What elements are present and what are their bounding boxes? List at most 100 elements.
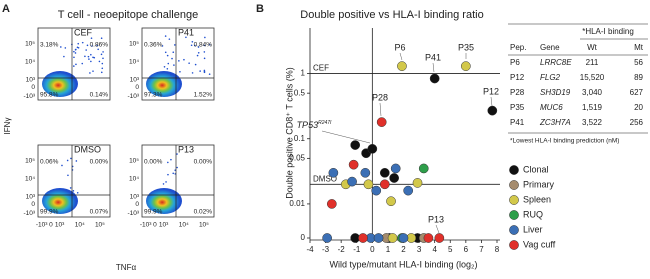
event-dot <box>81 62 84 65</box>
data-point <box>322 233 332 243</box>
data-point <box>386 196 396 207</box>
annotation-leader <box>379 102 382 117</box>
annotation-leader <box>399 52 403 61</box>
event-dot <box>188 62 190 64</box>
event-dot <box>164 35 167 37</box>
quadrant-percent: 97.3% <box>144 92 163 99</box>
plot-name: DMSO <box>74 144 101 154</box>
data-point <box>379 167 390 178</box>
quadrant-percent: 0.14% <box>90 92 109 99</box>
y-tick-label: 0 <box>135 201 139 208</box>
table-cell: 56 <box>634 58 643 67</box>
x-tick-label: -1 <box>353 245 361 254</box>
table-cell: MUC6 <box>540 103 563 112</box>
x-tick-label: 5 <box>448 245 453 254</box>
event-dot <box>170 73 172 76</box>
plot-name: P13 <box>178 144 194 154</box>
y-tick-label: 10⁵ <box>25 41 35 48</box>
event-dot <box>61 164 63 167</box>
legend-label: Primary <box>523 179 554 189</box>
event-dot <box>203 71 206 74</box>
quadrant-percent: 1.52% <box>194 92 213 99</box>
x-tick-label: 0 <box>153 222 157 229</box>
event-dot <box>172 172 175 175</box>
event-dot <box>76 191 79 194</box>
table-cell: ZC3H7A <box>539 118 571 127</box>
event-dot <box>165 181 167 183</box>
y-tick-label: 0.1 <box>294 134 306 143</box>
legend-swatch <box>509 240 519 250</box>
table-cell: 20 <box>634 103 643 112</box>
data-point <box>348 159 359 170</box>
table-cell: 256 <box>630 118 644 127</box>
event-dot <box>100 53 103 56</box>
event-dot <box>92 70 94 72</box>
annotation-leader <box>321 130 371 144</box>
annotation-text: TP53 <box>297 120 319 130</box>
annotation: P41 <box>425 52 441 62</box>
quadrant-percent: 0.06% <box>40 159 59 166</box>
event-dot <box>191 72 194 74</box>
event-dot <box>209 44 211 46</box>
event-dot <box>76 46 79 49</box>
table-footnote: *Lowest HLA-I binding prediction (nM) <box>510 138 619 145</box>
density-cloud <box>146 188 182 214</box>
event-dot <box>176 153 178 155</box>
data-point <box>389 173 399 183</box>
legend-label: RUQ <box>523 209 543 219</box>
y-tick-label: 10⁴ <box>25 59 35 66</box>
x-tick-label: -10³ <box>140 222 152 229</box>
event-dot <box>174 169 176 171</box>
reference-label: CEF <box>313 64 329 73</box>
event-dot <box>170 158 172 161</box>
y-tick-label: -10³ <box>127 210 139 217</box>
event-dot <box>166 54 169 57</box>
panel-title: T cell - neoepitope challenge <box>58 9 198 21</box>
table-cell: P12 <box>510 73 525 82</box>
y-tick-label: 0 <box>31 84 35 91</box>
table-cell: FLG2 <box>540 73 561 82</box>
event-dot <box>90 60 92 63</box>
event-dot <box>171 57 173 60</box>
table-cell: LRRC8E <box>540 58 572 67</box>
event-dot <box>191 40 194 43</box>
x-tick-label: 10³ <box>159 222 169 229</box>
event-dot <box>194 44 196 47</box>
event-dot <box>73 65 75 67</box>
event-dot <box>73 50 75 53</box>
event-dot <box>84 55 86 58</box>
event-dot <box>75 160 78 162</box>
event-dot <box>101 67 104 70</box>
event-dot <box>96 44 99 47</box>
x-tick-label: 10³ <box>55 222 65 229</box>
y-tick-label: 10³ <box>26 194 36 201</box>
table: *HLA-I binding Pep. Gene Wt Mt P6 LRRC8E 211 56 P… <box>508 23 648 145</box>
y-tick-label: 10⁵ <box>25 158 35 165</box>
column-header: Mt <box>634 43 644 52</box>
quadrant-percent: 3.18% <box>40 42 59 49</box>
event-dot <box>73 56 75 59</box>
x-tick-label: 10⁴ <box>75 222 85 229</box>
data-point <box>398 233 409 243</box>
event-dot <box>69 187 72 189</box>
data-point <box>423 233 434 243</box>
y-axis-label: IFNγ <box>3 118 12 135</box>
x-tick-label: -10³ <box>36 222 48 229</box>
event-dot <box>204 36 206 39</box>
table-cell: 1,519 <box>582 103 603 112</box>
data-point <box>379 179 390 190</box>
event-dot <box>168 38 171 40</box>
annotation-superscript: R247I <box>318 120 332 126</box>
density-cloud <box>42 71 78 97</box>
event-dot <box>57 72 59 74</box>
event-dot <box>167 62 170 65</box>
x-axis-label: Wild type/mutant HLA-I binding (log₂) <box>329 259 477 269</box>
legend-swatch <box>509 180 519 190</box>
event-dot <box>162 183 165 185</box>
table-cell: 15,520 <box>580 73 605 82</box>
x-tick-label: 4 <box>432 245 437 254</box>
event-dot <box>77 42 80 45</box>
data-point <box>460 61 471 71</box>
annotation: P28 <box>372 92 388 102</box>
